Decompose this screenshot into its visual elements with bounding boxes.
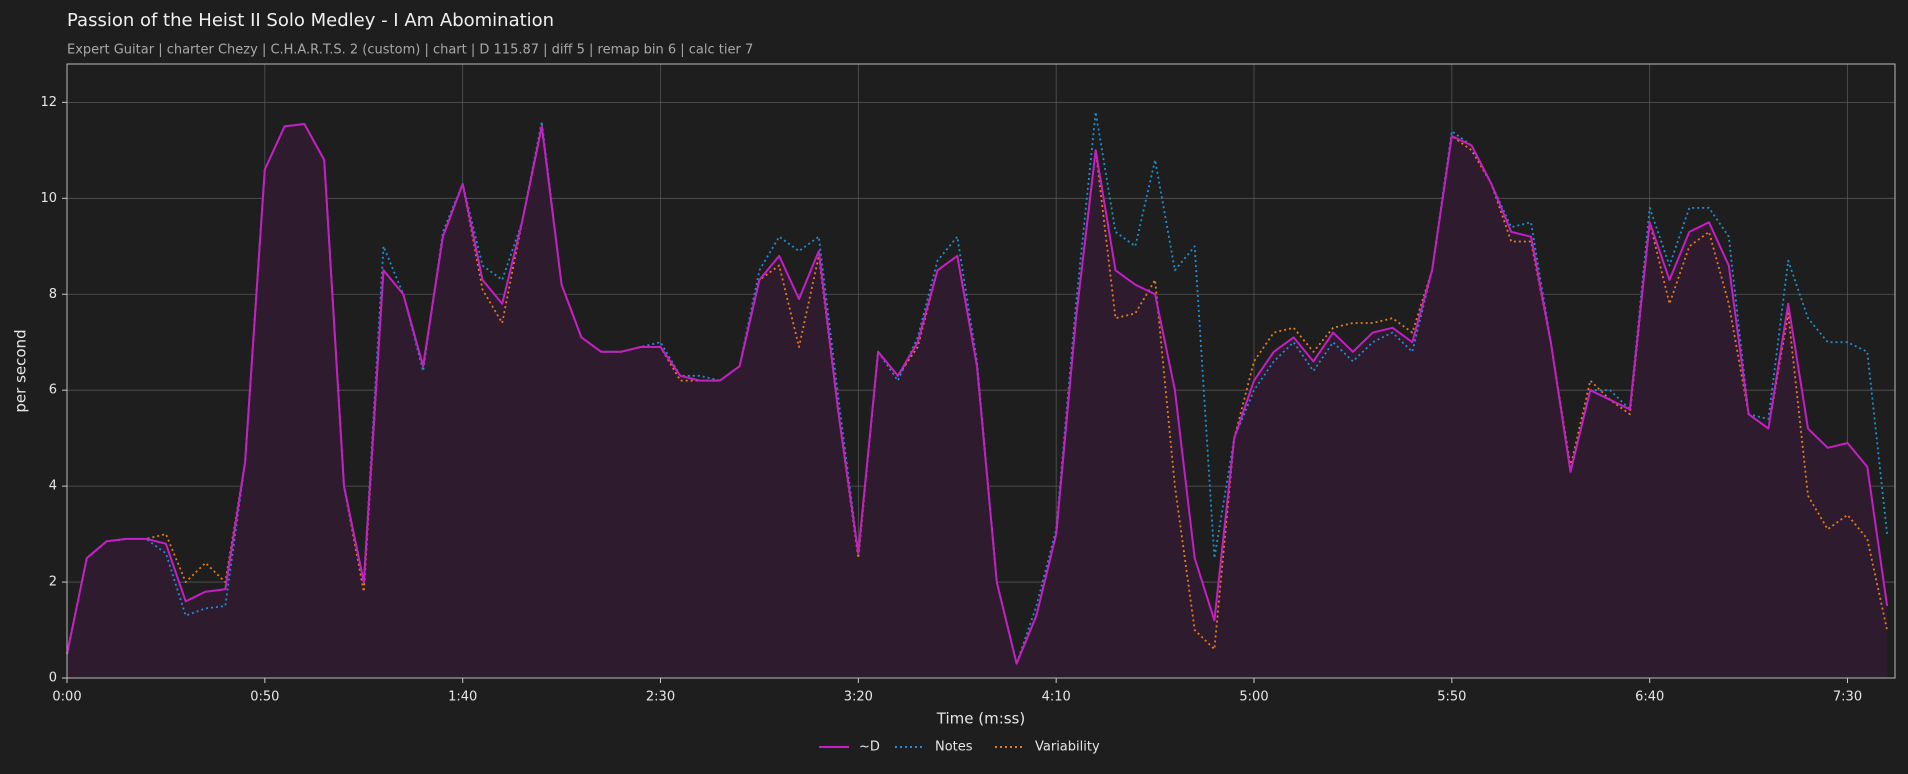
x-tick-label: 5:50 [1437,690,1466,705]
y-tick-label: 12 [40,95,57,110]
y-axis-label: per second [12,329,30,412]
x-tick-label: 2:30 [646,690,675,705]
y-tick-label: 4 [49,479,57,494]
legend-label: Variability [1035,740,1100,755]
x-tick-label: 5:00 [1239,690,1268,705]
chart-title: Passion of the Heist II Solo Medley - I … [67,10,554,31]
chart-subtitle: Expert Guitar | charter Chezy | C.H.A.R.… [67,43,753,58]
y-tick-label: 0 [49,671,57,686]
x-tick-label: 1:40 [448,690,477,705]
x-tick-label: 7:30 [1833,690,1862,705]
y-tick-label: 6 [49,383,57,398]
plot-frame [66,63,1896,679]
y-tick-label: 10 [40,191,57,206]
x-tick-label: 6:40 [1635,690,1664,705]
legend-label: Notes [935,740,973,755]
line [66,123,1889,665]
x-tick-label: 0:00 [52,690,81,705]
area [67,124,1888,678]
y-tick-label: 2 [49,575,57,590]
x-tick-label: 4:10 [1042,690,1071,705]
x-tick-label: 3:20 [844,690,873,705]
y-tick-label: 8 [49,287,57,302]
x-tick-label: 0:50 [250,690,279,705]
legend-label: ~D [859,740,880,755]
x-axis-label: Time (m:ss) [936,710,1025,728]
